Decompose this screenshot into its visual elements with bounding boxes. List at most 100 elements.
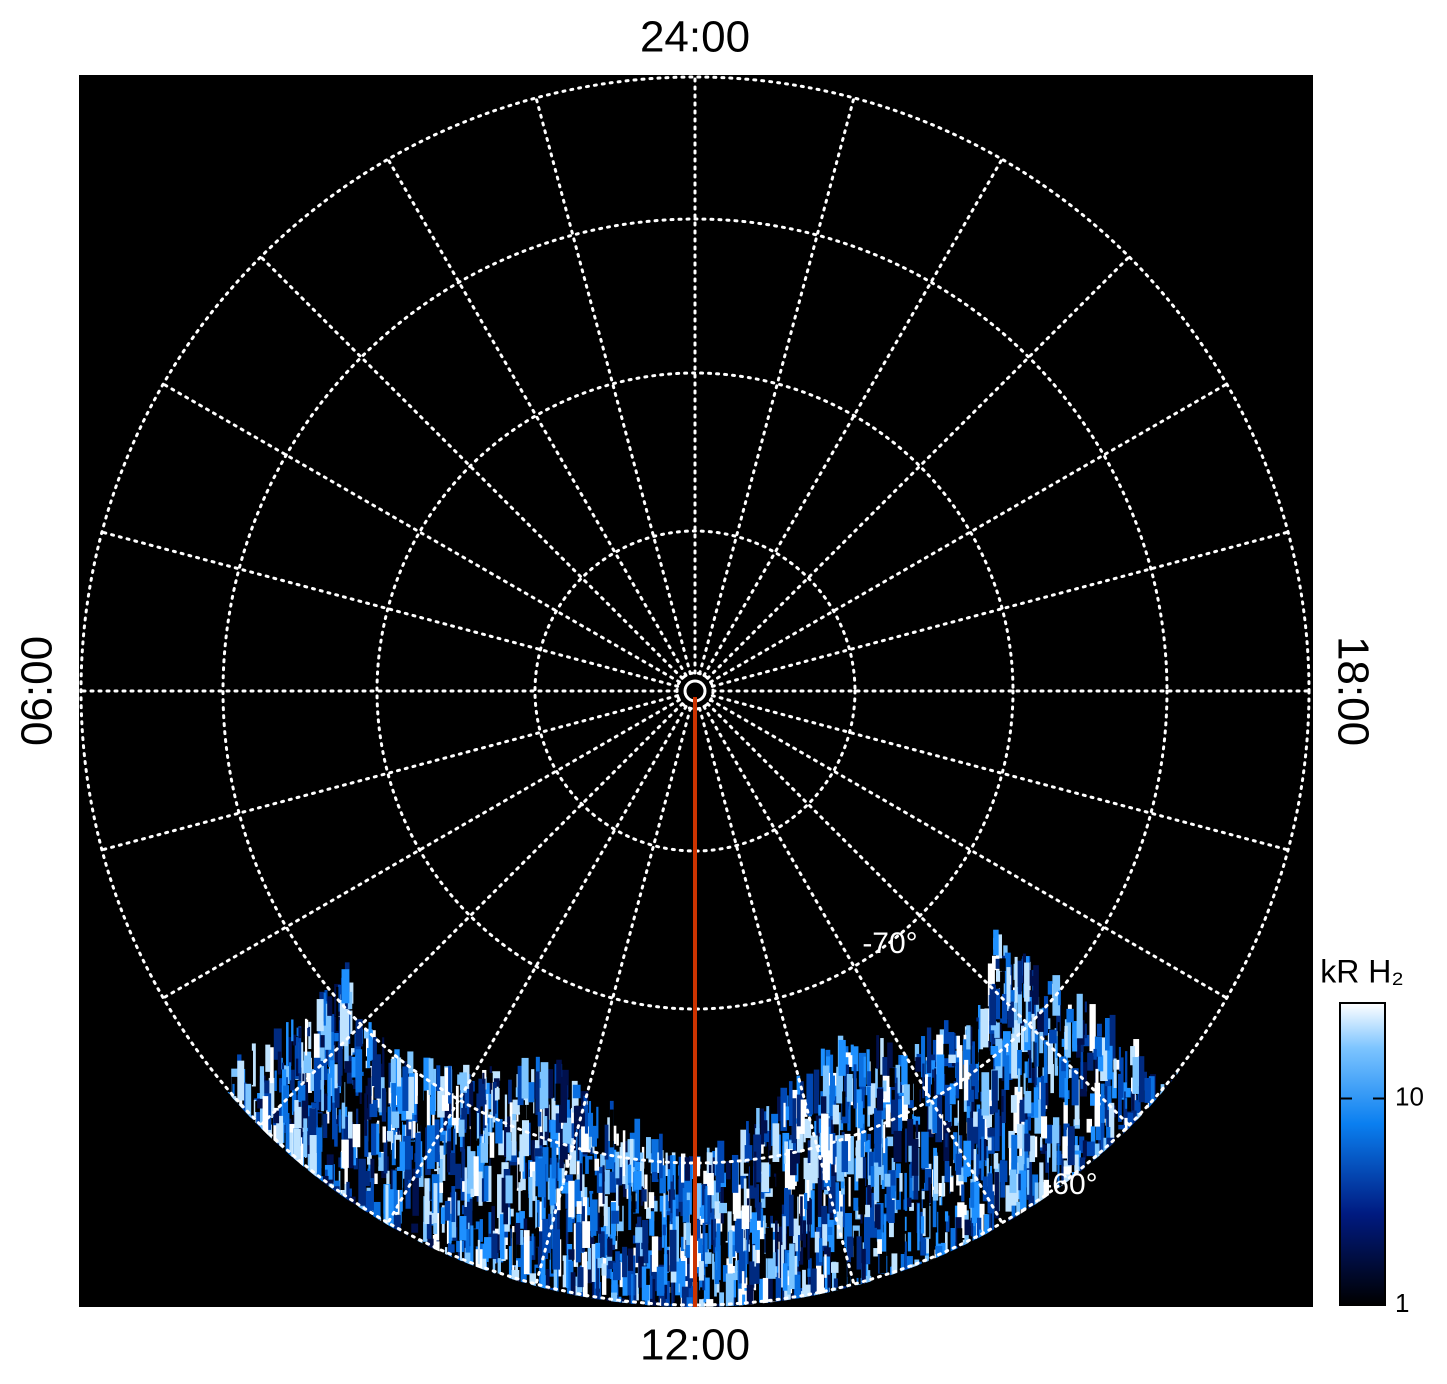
emission-streak xyxy=(876,1088,884,1111)
emission-streak xyxy=(581,1251,588,1276)
emission-streak xyxy=(820,1048,825,1077)
emission-streak xyxy=(794,1274,801,1307)
emission-streak xyxy=(510,1165,517,1209)
emission-streak xyxy=(599,1119,606,1144)
emission-streak xyxy=(463,1201,471,1248)
emission-streak xyxy=(864,1217,871,1265)
emission-streak xyxy=(875,1068,878,1098)
emission-streak xyxy=(403,1135,411,1170)
emission-streak xyxy=(680,1153,686,1183)
emission-streak xyxy=(1125,1051,1128,1096)
emission-streak xyxy=(901,1055,908,1085)
emission-streak xyxy=(476,1145,484,1190)
emission-streak xyxy=(497,1174,503,1219)
emission-streak xyxy=(545,1069,554,1099)
emission-streak xyxy=(995,1084,1002,1132)
emission-streak xyxy=(611,1210,619,1224)
emission-streak xyxy=(355,1003,362,1026)
emission-streak xyxy=(864,1139,870,1153)
emission-streak xyxy=(523,1230,530,1275)
emission-streak xyxy=(685,1239,693,1278)
emission-streak xyxy=(1000,1160,1006,1198)
emission-streak xyxy=(537,1132,545,1154)
emission-streak xyxy=(534,1196,538,1229)
emission-streak xyxy=(729,1183,737,1212)
emission-streak xyxy=(918,1169,926,1189)
meridian xyxy=(534,96,692,676)
emission-streak xyxy=(927,1076,931,1098)
emission-streak xyxy=(973,1112,982,1148)
emission-streak xyxy=(1058,1056,1067,1098)
emission-streak xyxy=(587,1283,592,1307)
time-label: 24:00 xyxy=(640,13,750,62)
emission-streak xyxy=(599,1281,602,1307)
emission-streak xyxy=(686,1297,693,1307)
emission-streak xyxy=(863,1275,871,1285)
emission-streak xyxy=(750,1158,754,1199)
emission-streak xyxy=(802,1220,807,1248)
emission-streak xyxy=(269,1047,274,1084)
emission-streak xyxy=(476,1112,480,1139)
emission-streak xyxy=(782,1216,786,1250)
emission-streak xyxy=(704,1252,712,1264)
emission-streak xyxy=(433,1218,438,1235)
emission-streak xyxy=(1074,1154,1079,1177)
emission-streak xyxy=(1064,1019,1071,1058)
emission-streak xyxy=(385,1184,389,1231)
emission-streak xyxy=(959,1045,963,1090)
emission-streak xyxy=(1067,1090,1070,1100)
emission-streak xyxy=(754,1184,760,1208)
meridian xyxy=(259,255,684,680)
emission-streak xyxy=(908,1141,913,1162)
emission-streak xyxy=(605,1311,609,1320)
emission-streak xyxy=(962,1039,971,1065)
emission-streak xyxy=(879,1251,887,1274)
emission-streak xyxy=(826,1226,833,1235)
emission-streak xyxy=(706,1152,713,1175)
emission-streak xyxy=(672,1282,675,1303)
emission-streak xyxy=(604,1169,610,1195)
emission-streak xyxy=(1138,1056,1145,1103)
emission-streak xyxy=(868,1151,877,1176)
emission-streak xyxy=(510,1206,514,1217)
emission-streak xyxy=(675,1266,683,1295)
emission-streak xyxy=(887,1200,895,1224)
emission-streak xyxy=(690,1218,695,1234)
emission-streak xyxy=(334,1087,340,1108)
emission-streak xyxy=(869,1240,877,1271)
emission-streak xyxy=(915,1057,922,1072)
emission-streak xyxy=(298,1027,302,1039)
emission-streak xyxy=(921,1191,925,1200)
emission-streak xyxy=(417,1095,421,1132)
emission-streak xyxy=(741,1205,750,1229)
emission-streak xyxy=(594,1158,600,1171)
emission-streak xyxy=(938,1205,945,1244)
emission-streak xyxy=(876,1035,880,1069)
emission-streak xyxy=(572,1084,581,1099)
emission-streak xyxy=(951,1163,956,1176)
emission-streak xyxy=(984,1146,992,1167)
emission-streak xyxy=(821,1113,829,1158)
emission-streak xyxy=(1047,981,1053,995)
emission-streak xyxy=(970,1217,974,1237)
emission-streak xyxy=(545,1269,550,1292)
emission-streak xyxy=(987,1173,993,1214)
emission-streak xyxy=(386,1170,390,1185)
emission-streak xyxy=(530,1114,539,1141)
emission-streak xyxy=(806,1073,814,1115)
emission-streak xyxy=(1055,1036,1060,1058)
emission-streak xyxy=(742,1294,746,1307)
emission-streak xyxy=(631,1191,636,1213)
emission-streak xyxy=(976,1021,984,1053)
emission-streak xyxy=(498,1099,506,1120)
emission-streak xyxy=(559,1164,565,1185)
emission-streak xyxy=(388,1189,394,1236)
emission-streak xyxy=(1067,1126,1075,1166)
emission-streak xyxy=(910,1242,916,1275)
emission-streak xyxy=(333,1033,339,1042)
emission-streak xyxy=(882,1080,887,1092)
emission-streak xyxy=(411,1223,419,1233)
emission-streak xyxy=(512,1232,516,1266)
emission-streak xyxy=(905,1197,912,1207)
emission-streak xyxy=(448,1203,453,1243)
